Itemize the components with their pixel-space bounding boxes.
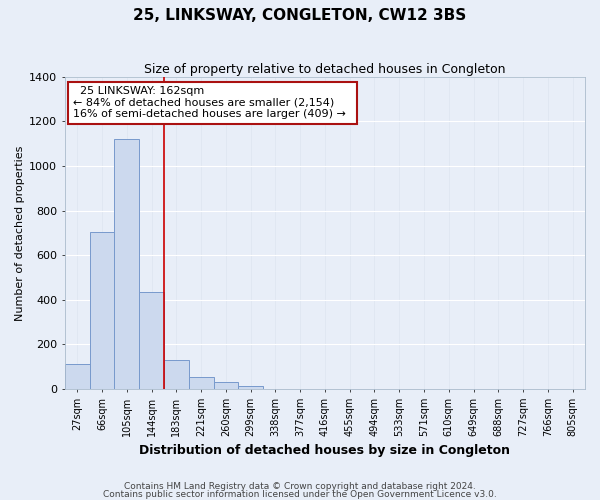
Y-axis label: Number of detached properties: Number of detached properties	[15, 145, 25, 320]
Bar	[65, 364, 89, 389]
Title: Size of property relative to detached houses in Congleton: Size of property relative to detached ho…	[144, 62, 506, 76]
Bar	[89, 232, 115, 389]
Text: 25 LINKSWAY: 162sqm
← 84% of detached houses are smaller (2,154)
16% of semi-det: 25 LINKSWAY: 162sqm ← 84% of detached ho…	[73, 86, 353, 119]
Bar	[214, 382, 238, 389]
X-axis label: Distribution of detached houses by size in Congleton: Distribution of detached houses by size …	[139, 444, 511, 458]
Bar	[189, 377, 214, 389]
Text: 25, LINKSWAY, CONGLETON, CW12 3BS: 25, LINKSWAY, CONGLETON, CW12 3BS	[133, 8, 467, 22]
Bar	[139, 292, 164, 389]
Bar	[238, 386, 263, 389]
Text: Contains public sector information licensed under the Open Government Licence v3: Contains public sector information licen…	[103, 490, 497, 499]
Text: Contains HM Land Registry data © Crown copyright and database right 2024.: Contains HM Land Registry data © Crown c…	[124, 482, 476, 491]
Bar	[164, 360, 189, 389]
Bar	[115, 139, 139, 389]
